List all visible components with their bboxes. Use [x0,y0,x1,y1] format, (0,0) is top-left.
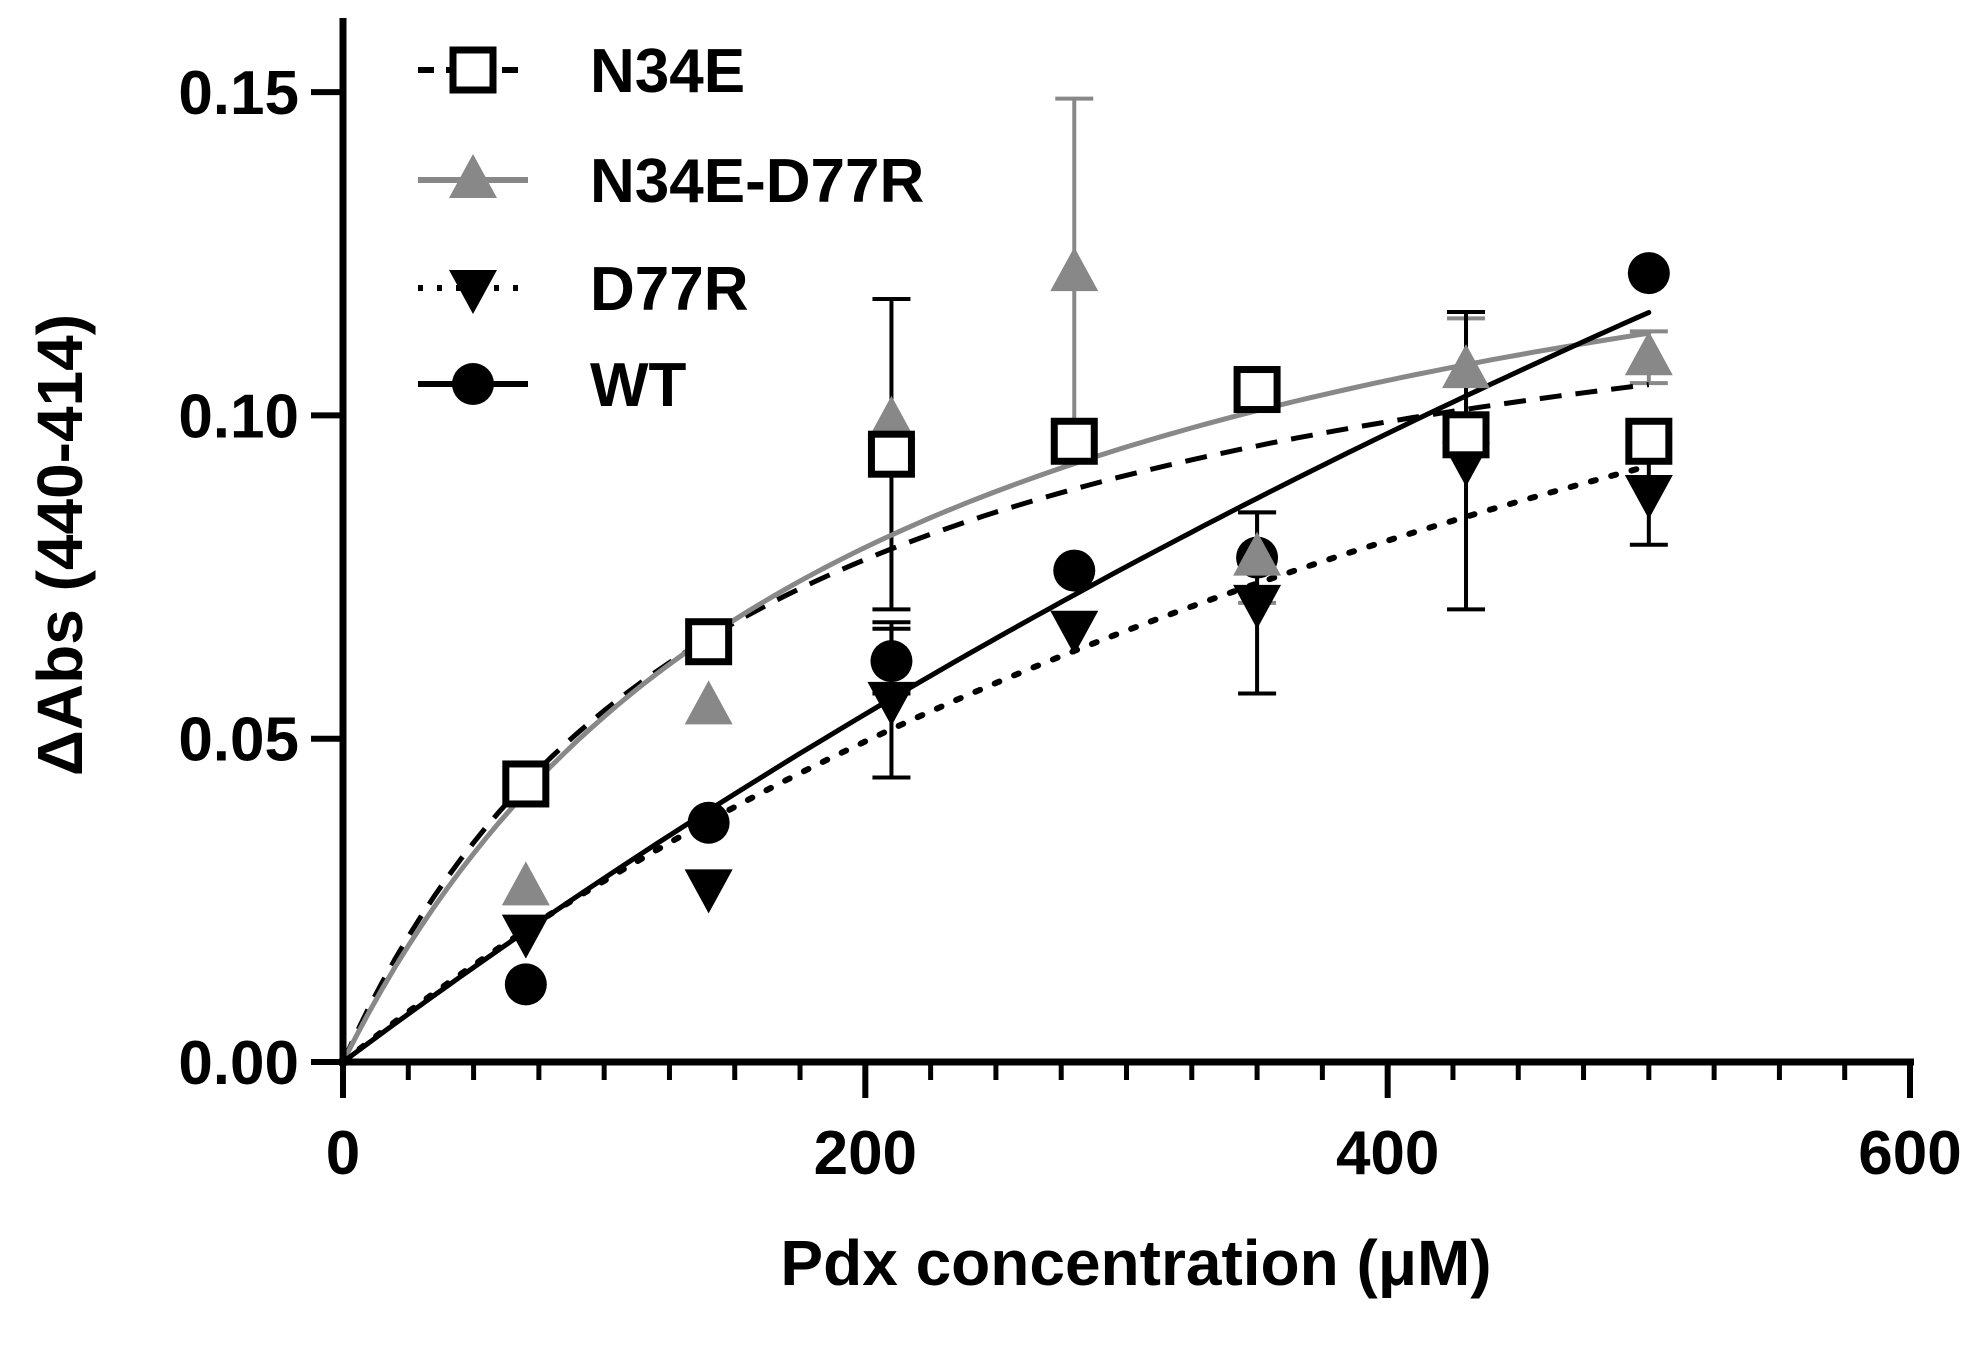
x-tick-label: 200 [814,1119,917,1188]
legend-label-n34e-d77r: N34E-D77R [590,147,924,216]
x-tick-label: 0 [326,1119,360,1188]
point-wt [870,640,913,683]
point-d77r [684,869,733,914]
legend-marker-n34e-d77r [449,154,497,198]
point-wt [1627,252,1670,295]
y-tick-label: 0.00 [178,1029,299,1098]
point-n34e [1625,417,1673,465]
fit-curve-d77r [340,463,1652,1065]
y-axis-label: ΔAbs (440-414) [24,314,96,776]
legend: N34E N34E-D77R D77R WT [418,37,924,420]
point-d77r [1624,474,1673,519]
y-tick-label: 0.10 [178,382,299,451]
legend-label-n34e: N34E [590,37,745,106]
point-n34e [1233,366,1281,414]
point-n34e-d77r [1233,531,1282,576]
fit-curve-n34e [340,382,1650,1064]
point-n34e [1050,417,1098,465]
legend-marker-n34e [449,46,497,94]
fit-curve-wt [340,310,1652,1065]
point-d77r [1050,610,1099,655]
legend-label-wt: WT [590,351,687,420]
point-n34e-d77r [1442,344,1491,389]
legend-marker-wt [452,363,494,405]
point-n34e [502,760,550,808]
y-tick-label: 0.05 [178,706,299,775]
point-n34e-d77r [684,680,733,725]
x-tick-label: 400 [1336,1119,1439,1188]
point-n34e [685,618,733,666]
point-n34e-d77r [1624,331,1673,376]
point-n34e-d77r [501,861,550,906]
point-n34e [1442,411,1490,459]
x-tick-label: 600 [1858,1119,1961,1188]
legend-marker-d77r [449,270,497,314]
axes: 0 200 400 600 0.00 0.05 0.10 0.15 [178,18,1962,1188]
data-markers [501,247,1673,1006]
point-d77r [501,914,550,959]
y-tick-label: 0.15 [178,59,299,128]
fit-curve-n34e-d77r [340,330,1652,1065]
x-axis-label: Pdx concentration (μM) [780,1227,1491,1299]
point-wt [1053,549,1096,592]
point-n34e [867,430,915,478]
point-wt [504,963,547,1006]
error-bars [872,96,1668,780]
point-d77r [867,681,916,726]
point-n34e-d77r [1050,247,1099,292]
fit-curves [340,310,1652,1065]
legend-label-d77r: D77R [590,255,749,324]
point-n34e-d77r [867,395,916,440]
point-d77r [1233,584,1282,629]
point-wt [687,801,730,844]
